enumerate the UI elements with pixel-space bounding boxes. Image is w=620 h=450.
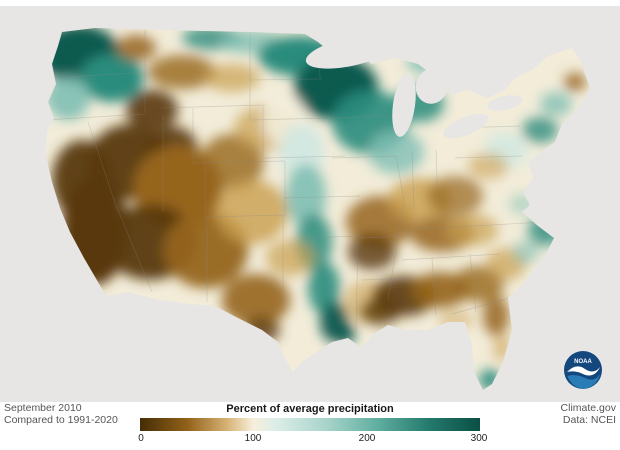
legend-tick-300: 300 <box>470 433 488 444</box>
noaa-logo-text: NOAA <box>574 359 592 365</box>
map-baseline: Compared to 1991-2020 <box>4 414 118 426</box>
great-lakes <box>305 35 523 139</box>
map-period: September 2010 <box>4 402 82 414</box>
noaa-gull-icon <box>567 366 600 376</box>
legend-tick-0: 0 <box>138 433 144 444</box>
legend-title: Percent of average precipitation <box>226 403 394 415</box>
precipitation-anomaly-blobs <box>46 28 586 390</box>
noaa-sea-shape <box>567 374 600 389</box>
credit-site: Climate.gov <box>560 402 616 414</box>
legend-tick-200: 200 <box>358 433 376 444</box>
legend-color-bar <box>140 418 480 431</box>
legend-tick-100: 100 <box>244 433 262 444</box>
state-borders <box>46 30 545 333</box>
noaa-logo: NOAA <box>564 351 602 389</box>
credit-data-source: Data: NCEI <box>562 414 616 426</box>
